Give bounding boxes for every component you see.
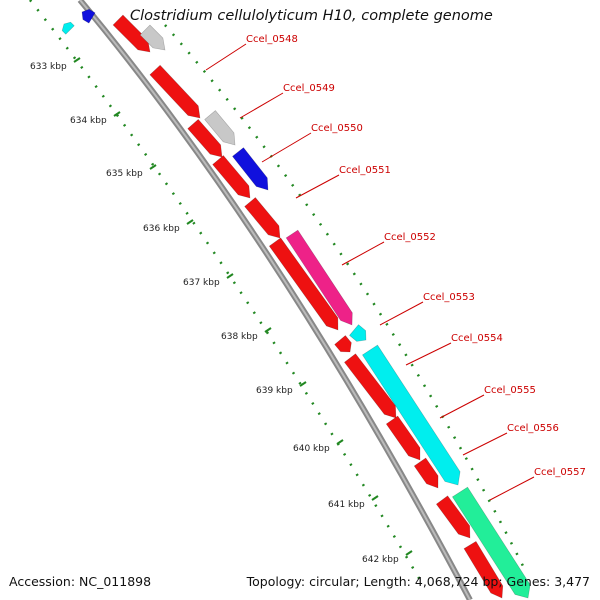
gene-arrow[interactable] [452, 486, 531, 599]
kbp-tick-mark [226, 273, 234, 279]
gene-leader-line [261, 132, 312, 163]
gene-arrow[interactable] [362, 344, 461, 486]
gene-arrow[interactable] [112, 14, 151, 53]
gene-arrow[interactable] [232, 147, 269, 191]
kbp-tick-mark [405, 550, 413, 556]
kbp-tick-label: 634 kbp [70, 116, 107, 126]
gene-label[interactable]: Ccel_0553 [423, 292, 475, 303]
kbp-tick-mark [149, 164, 157, 170]
kbp-tick-mark [371, 495, 379, 501]
gene-arrow[interactable] [385, 415, 421, 461]
gene-leader-line [205, 43, 247, 71]
kbp-tick-label: 638 kbp [221, 332, 258, 342]
gene-arrow[interactable] [334, 335, 352, 353]
gene-arrow[interactable] [139, 24, 166, 51]
kbp-tick-label: 635 kbp [106, 169, 143, 179]
gene-label[interactable]: Ccel_0548 [246, 34, 298, 45]
gene-arrow[interactable] [244, 197, 281, 239]
gene-arrow[interactable] [212, 155, 251, 199]
genome-summary-text: Topology: circular; Length: 4,068,724 bp… [246, 574, 590, 589]
gene-arrow[interactable] [413, 457, 439, 489]
gene-leader-line [295, 174, 340, 199]
gene-arrow[interactable] [187, 118, 223, 158]
kbp-tick-mark [113, 111, 121, 117]
gene-label[interactable]: Ccel_0550 [311, 123, 363, 134]
gene-label[interactable]: Ccel_0555 [484, 385, 536, 396]
genome-backbone-highlight [79, 0, 471, 600]
gene-leader-line [439, 394, 485, 419]
kbp-tick-label: 639 kbp [256, 386, 293, 396]
gene-arrow[interactable] [349, 324, 367, 342]
gene-label[interactable]: Ccel_0556 [507, 423, 559, 434]
page-title: Clostridium cellulolyticum H10, complete… [130, 8, 493, 24]
gene-leader-line [405, 342, 452, 366]
gene-leader-line [489, 476, 535, 501]
gene-arrow[interactable] [285, 229, 353, 326]
accession-text: Accession: NC_011898 [9, 574, 152, 589]
gene-label[interactable]: Ccel_0549 [283, 83, 335, 94]
kbp-tick-label: 633 kbp [30, 62, 67, 72]
gene-arrow[interactable] [149, 64, 201, 119]
gene-arrow[interactable] [268, 237, 339, 331]
kbp-tick-label: 642 kbp [362, 555, 399, 565]
gene-arrow[interactable] [61, 21, 75, 35]
kbp-tick-mark [186, 219, 194, 225]
gene-arrow[interactable] [435, 495, 471, 539]
kbp-tick-mark [299, 381, 307, 387]
kbp-tick-mark [73, 57, 81, 63]
genome-backbone [77, 0, 473, 600]
gene-label[interactable]: Ccel_0551 [339, 165, 391, 176]
kbp-tick-label: 641 kbp [328, 500, 365, 510]
gene-label[interactable]: Ccel_0557 [534, 467, 586, 478]
gene-label[interactable]: Ccel_0552 [384, 232, 436, 243]
kbp-tick-label: 636 kbp [143, 224, 180, 234]
inner-dotted-ring [29, 0, 422, 581]
gene-arrow[interactable] [463, 540, 504, 599]
kbp-tick-mark [264, 327, 272, 333]
kbp-tick-mark [336, 439, 344, 445]
gene-leader-line [341, 241, 385, 266]
kbp-tick-label: 640 kbp [293, 444, 330, 454]
gene-arrow[interactable] [204, 110, 236, 146]
kbp-tick-label: 637 kbp [183, 278, 220, 288]
gene-arrow[interactable] [81, 8, 96, 24]
gene-arrow[interactable] [344, 353, 397, 419]
gene-leader-line [379, 301, 424, 326]
gene-label[interactable]: Ccel_0554 [451, 333, 503, 344]
gene-leader-line [462, 432, 508, 456]
gene-leader-line [239, 92, 284, 119]
